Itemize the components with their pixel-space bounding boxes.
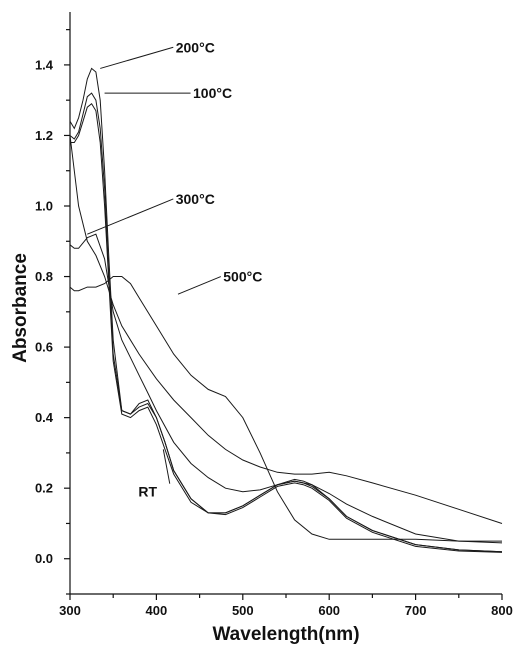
series-line-100c <box>69 92 503 553</box>
curve-labels: 200°C 100°C 300°C 500°C RT <box>87 39 262 500</box>
y-tick-label: 1.0 <box>35 199 53 214</box>
x-tick-label: 800 <box>491 603 513 618</box>
series-line-rt <box>70 102 503 553</box>
y-tick-label: 0.4 <box>35 410 54 425</box>
leader-line <box>87 198 174 235</box>
leader-line <box>177 276 221 295</box>
curve-label: 500°C <box>223 269 262 285</box>
series-line-200c <box>69 67 503 553</box>
series-line-500c <box>69 276 502 542</box>
x-tick-label: 300 <box>59 603 81 618</box>
y-tick-label: 1.4 <box>35 57 54 72</box>
x-tick-label: 400 <box>146 603 168 618</box>
series-line-300c <box>69 233 503 544</box>
leader-line <box>100 46 174 69</box>
leader-line <box>162 449 171 484</box>
curve-label: RT <box>138 484 157 500</box>
curve-label: 200°C <box>176 39 215 55</box>
x-tick-label: 500 <box>232 603 254 618</box>
x-tick-label: 700 <box>405 603 427 618</box>
x-tick-label: 600 <box>318 603 340 618</box>
series-line-unlabeled <box>69 135 503 524</box>
x-axis-title: Wavelength(nm) <box>212 624 359 645</box>
y-tick-label: 0.8 <box>35 269 53 284</box>
axes: 300 400 500 600 700 800 0.0 0.2 0.4 0.6 0.8 1.0 1.2 1… <box>35 12 513 618</box>
curve-label: 300°C <box>176 191 215 207</box>
y-tick-label: 0.0 <box>35 551 53 566</box>
curve-label: 100°C <box>193 85 232 101</box>
y-tick-label: 0.2 <box>35 481 53 496</box>
series-group <box>69 67 503 553</box>
y-tick-label: 1.2 <box>35 128 53 143</box>
y-axis-title: Absorbance <box>10 253 31 363</box>
y-tick-label: 0.6 <box>35 340 53 355</box>
